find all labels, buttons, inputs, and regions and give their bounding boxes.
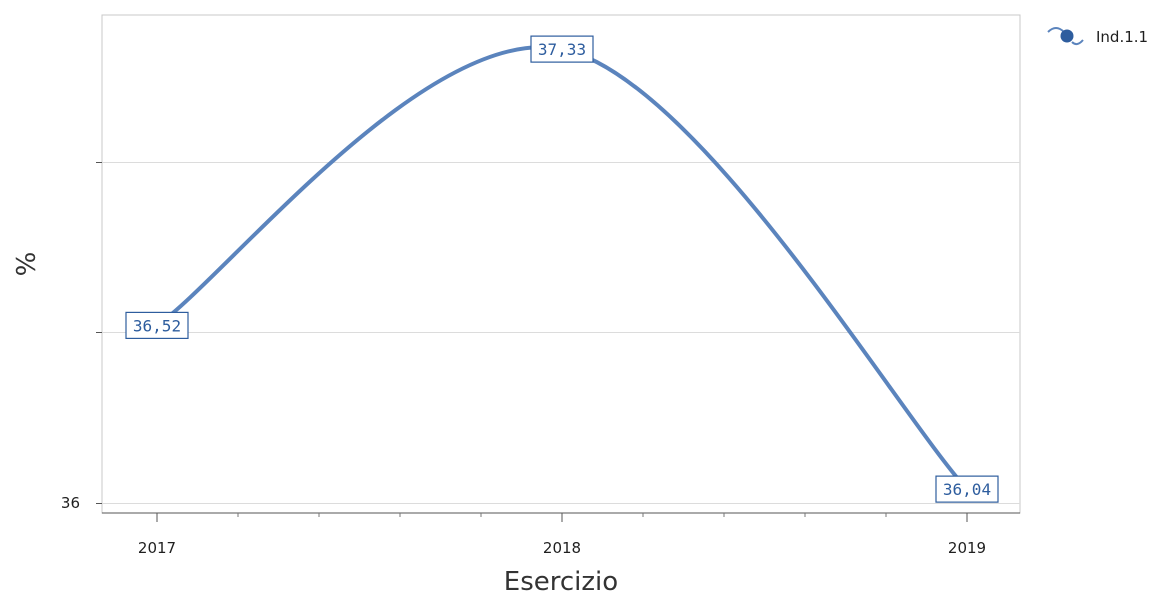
x-tick-label-2017: 2017 <box>138 539 176 557</box>
data-labels: 36,52 37,33 36,04 <box>125 35 999 503</box>
data-label-2017: 36,52 <box>125 311 189 339</box>
plot-area <box>101 14 1021 514</box>
y-axis-title: % <box>12 252 42 277</box>
data-label-2018: 37,33 <box>530 35 594 63</box>
data-label-box <box>125 311 189 339</box>
y-tick-label: 36 <box>61 494 80 512</box>
x-axis-ticks: 2017 2018 2019 <box>138 513 986 557</box>
data-label-2019: 36,04 <box>935 475 999 503</box>
data-label-text: 37,33 <box>538 40 586 59</box>
x-tick-label-2019: 2019 <box>948 539 986 557</box>
data-label-box <box>935 475 999 503</box>
legend[interactable]: Ind.1.1 <box>1047 27 1148 46</box>
y-axis-ticks: 36 <box>61 162 102 512</box>
legend-line-marker-icon <box>1047 27 1084 46</box>
x-tick-label-2018: 2018 <box>543 539 581 557</box>
data-label-text: 36,52 <box>133 316 181 335</box>
x-axis-title: Esercizio <box>504 567 618 597</box>
data-label-text: 36,04 <box>943 480 991 499</box>
gridlines <box>102 162 1020 504</box>
data-label-box <box>530 35 594 63</box>
legend-label-ind-1-1: Ind.1.1 <box>1096 28 1148 46</box>
